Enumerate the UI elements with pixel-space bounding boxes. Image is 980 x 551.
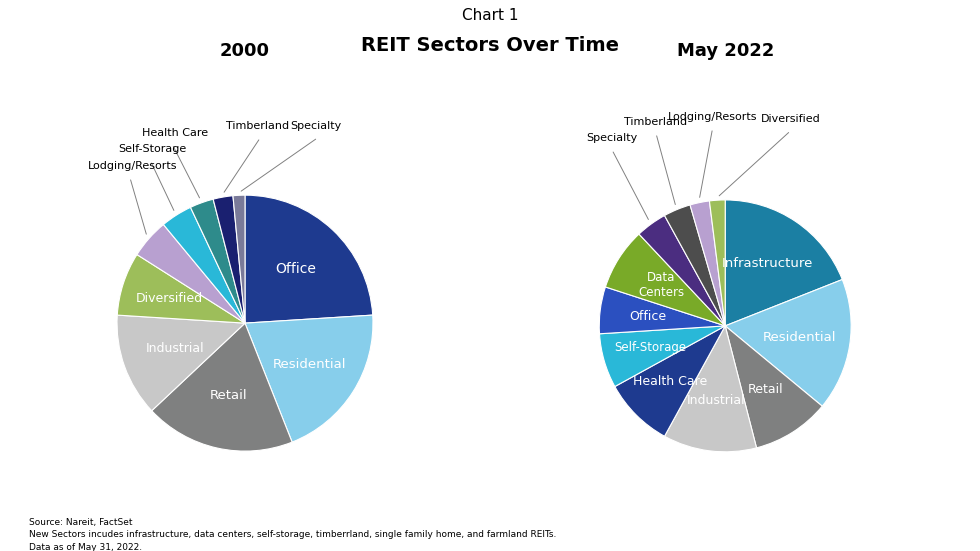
Text: Specialty: Specialty	[290, 121, 341, 131]
Wedge shape	[214, 196, 245, 323]
Wedge shape	[164, 207, 245, 323]
Wedge shape	[664, 205, 725, 326]
Text: Timberland: Timberland	[624, 117, 688, 127]
Wedge shape	[614, 326, 725, 436]
Text: Diversified: Diversified	[760, 115, 820, 125]
Text: Office: Office	[629, 310, 666, 322]
Wedge shape	[117, 315, 245, 410]
Text: Timberland: Timberland	[226, 121, 289, 131]
Wedge shape	[725, 200, 842, 326]
Text: Self-Storage: Self-Storage	[614, 341, 686, 354]
Wedge shape	[152, 323, 292, 451]
Text: Health Care: Health Care	[633, 375, 708, 387]
Text: Residential: Residential	[763, 331, 837, 344]
Wedge shape	[190, 199, 245, 323]
Text: Industrial: Industrial	[146, 342, 205, 355]
Text: Specialty: Specialty	[586, 133, 637, 143]
Text: Retail: Retail	[748, 383, 783, 396]
Text: Data
Centers: Data Centers	[638, 272, 684, 299]
Wedge shape	[664, 326, 757, 452]
Text: Diversified: Diversified	[136, 292, 203, 305]
Text: REIT Sectors Over Time: REIT Sectors Over Time	[361, 36, 619, 55]
Wedge shape	[137, 224, 245, 323]
Text: Lodging/Resorts: Lodging/Resorts	[667, 112, 758, 122]
Wedge shape	[710, 200, 725, 326]
Wedge shape	[118, 255, 245, 323]
Text: Retail: Retail	[210, 389, 248, 402]
Text: Health Care: Health Care	[141, 128, 208, 138]
Text: Industrial: Industrial	[686, 395, 745, 407]
Text: Chart 1: Chart 1	[462, 8, 518, 23]
Wedge shape	[690, 201, 725, 326]
Text: Office: Office	[275, 262, 317, 276]
Wedge shape	[245, 195, 372, 323]
Text: Source: Nareit, FactSet
New Sectors incudes infrastructure, data centers, self-s: Source: Nareit, FactSet New Sectors incu…	[29, 518, 557, 551]
Wedge shape	[599, 287, 725, 334]
Text: Self-Storage: Self-Storage	[119, 144, 187, 154]
Wedge shape	[233, 195, 245, 323]
Wedge shape	[639, 215, 725, 326]
Text: Residential: Residential	[273, 358, 347, 371]
Text: Lodging/Resorts: Lodging/Resorts	[87, 161, 177, 171]
Title: May 2022: May 2022	[676, 42, 774, 60]
Wedge shape	[245, 315, 373, 442]
Wedge shape	[600, 326, 725, 387]
Wedge shape	[725, 326, 822, 448]
Text: Infrastructure: Infrastructure	[722, 257, 813, 270]
Wedge shape	[606, 234, 725, 326]
Title: 2000: 2000	[220, 42, 270, 60]
Wedge shape	[725, 279, 852, 406]
